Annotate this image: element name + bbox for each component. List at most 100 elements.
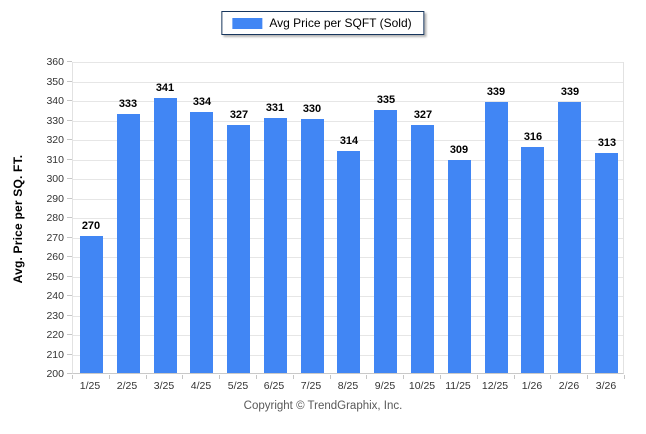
y-tick-label: 280 xyxy=(46,212,64,224)
gridline xyxy=(73,62,623,63)
y-tick-mark xyxy=(67,373,72,374)
y-tick-mark xyxy=(67,256,72,257)
gridline xyxy=(73,140,623,141)
y-tick-mark xyxy=(67,236,72,238)
y-tick-mark xyxy=(67,119,72,121)
y-tick-mark xyxy=(67,80,72,82)
y-tick-mark xyxy=(67,353,72,355)
bar-value-label: 339 xyxy=(486,86,506,98)
bar-value-label: 339 xyxy=(560,86,580,98)
y-tick-label: 210 xyxy=(46,348,64,361)
x-tick-mark xyxy=(514,375,515,379)
bar-value-label: 330 xyxy=(302,103,322,115)
y-tick-mark xyxy=(67,158,72,160)
bar xyxy=(485,102,508,373)
x-tick-mark xyxy=(256,375,257,379)
y-tick-label: 270 xyxy=(46,231,64,244)
y-tick-label: 310 xyxy=(46,153,64,166)
gridline xyxy=(73,81,623,83)
x-tick-mark xyxy=(477,375,478,379)
y-tick-mark xyxy=(67,61,72,62)
gridline xyxy=(73,120,623,122)
bar-value-label: 333 xyxy=(118,98,138,110)
y-tick-label: 260 xyxy=(46,251,64,263)
bar-value-label: 335 xyxy=(376,94,396,106)
y-tick-label: 290 xyxy=(46,192,64,205)
bar-value-label: 313 xyxy=(597,137,617,149)
plot-area: 270 333 341 334 327 331 330 314 335 327 309 339 316 3… xyxy=(72,62,624,374)
x-tick-mark xyxy=(330,375,331,379)
bar xyxy=(190,112,213,373)
x-tick-label: 5/25 xyxy=(227,380,249,392)
y-tick-label: 330 xyxy=(46,114,64,127)
bar xyxy=(154,98,177,373)
x-tick-mark xyxy=(182,375,183,379)
y-tick-mark xyxy=(67,178,72,179)
y-tick-label: 340 xyxy=(46,95,64,107)
y-tick-mark xyxy=(67,197,72,199)
x-tick-label: 4/25 xyxy=(190,380,212,392)
x-tick-label: 1/25 xyxy=(79,380,101,392)
copyright-text: Copyright © TrendGraphix, Inc. xyxy=(243,400,403,412)
bar xyxy=(301,119,324,373)
x-tick-label: 7/25 xyxy=(300,380,322,392)
y-tick-label: 230 xyxy=(46,309,64,322)
x-tick-mark xyxy=(293,375,294,379)
y-tick-label: 360 xyxy=(46,56,64,68)
bar xyxy=(411,125,434,373)
bar-value-label: 270 xyxy=(81,220,101,232)
x-tick-label: 3/25 xyxy=(153,380,175,392)
bar xyxy=(374,110,397,373)
bar-value-label: 341 xyxy=(155,82,175,94)
x-tick-label: 12/25 xyxy=(481,380,509,392)
legend-label: Avg Price per SQFT (Sold) xyxy=(269,16,412,30)
y-tick-label: 320 xyxy=(46,134,64,146)
x-tick-label: 1/26 xyxy=(521,380,543,392)
bar xyxy=(448,160,471,373)
bar xyxy=(264,118,287,373)
x-tick-mark xyxy=(624,375,625,379)
legend-swatch-icon xyxy=(232,17,263,29)
x-tick-mark xyxy=(366,375,367,379)
x-tick-mark xyxy=(109,375,110,379)
bar-value-label: 316 xyxy=(523,131,543,143)
x-tick-label: 11/25 xyxy=(445,380,471,392)
bar xyxy=(337,151,360,373)
bar xyxy=(227,125,250,373)
x-tick-label: 6/25 xyxy=(263,380,285,392)
x-tick-mark xyxy=(550,375,551,379)
x-tick-mark xyxy=(219,375,220,379)
x-tick-label: 3/26 xyxy=(595,380,617,392)
x-tick-label: 2/26 xyxy=(558,380,580,392)
bar xyxy=(521,147,544,373)
y-tick-mark xyxy=(67,295,72,296)
bar-value-label: 314 xyxy=(339,135,359,147)
y-tick-mark xyxy=(67,334,72,335)
legend: Avg Price per SQFT (Sold) xyxy=(221,11,425,35)
y-tick-mark xyxy=(67,100,72,101)
bar-value-label: 334 xyxy=(192,96,212,108)
y-axis-title: Avg. Price per SQ. FT. xyxy=(11,154,25,284)
y-tick-label: 200 xyxy=(46,368,64,380)
bar xyxy=(80,236,103,373)
bar xyxy=(117,114,140,373)
y-tick-mark xyxy=(67,217,72,218)
y-tick-label: 240 xyxy=(46,290,64,302)
x-tick-mark xyxy=(440,375,441,379)
x-tick-label: 9/25 xyxy=(374,380,396,392)
x-tick-label: 2/25 xyxy=(116,380,138,392)
gridline xyxy=(73,101,623,102)
y-tick-mark xyxy=(67,275,72,277)
x-tick-mark xyxy=(72,375,73,379)
y-tick-mark xyxy=(67,139,72,140)
bar-value-label: 327 xyxy=(413,109,433,121)
bar-value-label: 327 xyxy=(229,109,249,121)
bar xyxy=(595,153,618,373)
x-tick-label: 8/25 xyxy=(337,380,359,392)
y-tick-label: 220 xyxy=(46,329,64,341)
y-tick-label: 300 xyxy=(46,173,64,185)
x-tick-label: 10/25 xyxy=(408,380,436,392)
x-tick-mark xyxy=(587,375,588,379)
bar xyxy=(558,102,581,373)
